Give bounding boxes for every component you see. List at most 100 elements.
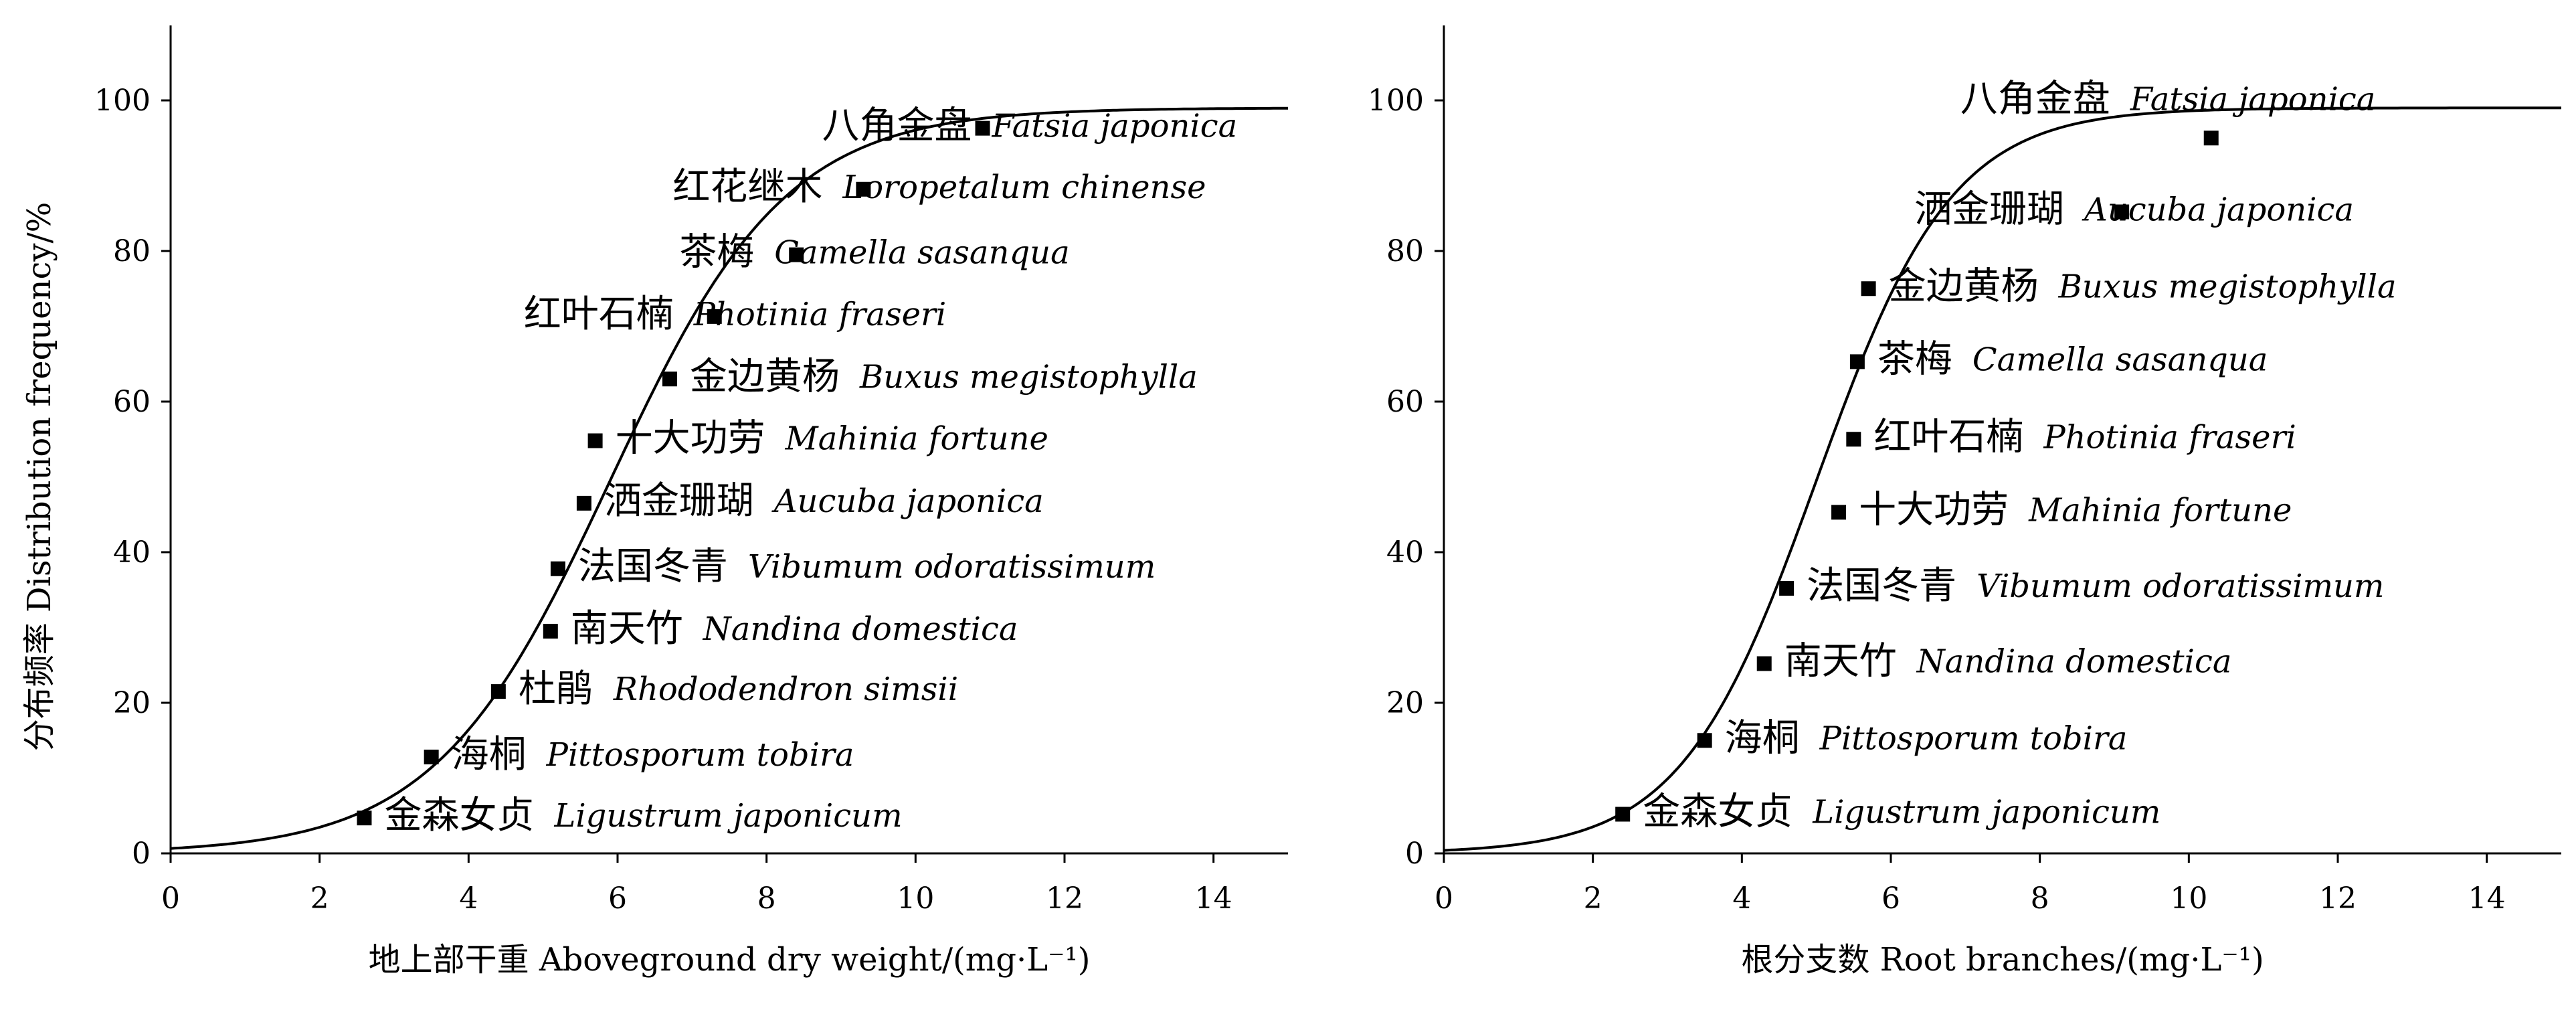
point-label-cn: 茶梅 bbox=[1877, 337, 1952, 381]
point-label-cn: 红叶石楠 bbox=[1873, 415, 2023, 458]
point-label-latin: Pittosporum tobira bbox=[546, 736, 854, 774]
x-tick-label: 0 bbox=[161, 881, 180, 916]
data-point bbox=[789, 247, 804, 262]
data-point bbox=[1615, 807, 1631, 822]
x-tick-label: 12 bbox=[2319, 881, 2357, 916]
point-label-cn: 法国冬青 bbox=[1807, 564, 1956, 608]
fit-curve bbox=[1443, 106, 2561, 852]
point-label-latin: Camella sasanqua bbox=[774, 234, 1070, 272]
data-point bbox=[1861, 281, 1876, 297]
y-tick-label: 20 bbox=[113, 686, 151, 720]
point-label-latin: Fatsia japonica bbox=[2130, 80, 2376, 118]
x-axis-title: 地上部干重 Aboveground dry weight/(mg·L⁻¹) bbox=[369, 941, 1091, 979]
data-point bbox=[357, 811, 372, 826]
data-point bbox=[662, 371, 677, 387]
data-point bbox=[1779, 581, 1795, 596]
point-label-cn: 洒金珊瑚 bbox=[604, 479, 754, 523]
point-label-latin: Vibumum odoratissimum bbox=[1976, 568, 2384, 605]
point-label-latin: Mahinia fortune bbox=[785, 420, 1048, 458]
point-label-latin: Pittosporum tobira bbox=[1819, 720, 2128, 757]
data-point bbox=[490, 684, 506, 699]
point-label-cn: 十大功劳 bbox=[616, 417, 765, 460]
point-label-latin: Ligustrum japonicum bbox=[553, 797, 902, 835]
x-tick-label: 14 bbox=[1195, 881, 1232, 916]
data-point bbox=[424, 750, 439, 764]
point-label-cn: 海桐 bbox=[452, 733, 527, 776]
point-label-cn: 杜鹃 bbox=[519, 667, 593, 711]
point-label-cn: 海桐 bbox=[1725, 716, 1800, 760]
point-label-cn: 南天竹 bbox=[1784, 640, 1897, 683]
point-label-latin: Aucuba japonica bbox=[771, 483, 1044, 520]
data-point bbox=[1849, 354, 1865, 369]
point-label-latin: Buxus megistophylla bbox=[859, 358, 1198, 396]
point-label-latin: Ligustrum japonicum bbox=[1812, 794, 2160, 831]
point-label-cn: 金森女贞 bbox=[1643, 790, 1792, 834]
point-label-latin: Camella sasanqua bbox=[1972, 341, 2268, 378]
point-label-cn: 红叶石楠 bbox=[524, 292, 674, 336]
point-label-latin: Nandina domestica bbox=[703, 610, 1018, 648]
point-label-cn: 南天竹 bbox=[571, 607, 683, 651]
x-tick-label: 2 bbox=[310, 881, 329, 916]
y-tick-label: 20 bbox=[1386, 686, 1424, 720]
y-tick-label: 40 bbox=[113, 535, 151, 570]
x-tick-label: 6 bbox=[608, 881, 627, 916]
point-label-latin: Aucuba japonica bbox=[2082, 191, 2354, 229]
x-tick-label: 8 bbox=[2031, 881, 2049, 916]
point-label-cn: 茶梅 bbox=[679, 231, 754, 274]
fit-curve bbox=[170, 106, 1289, 850]
point-label-latin: Nandina domestica bbox=[1916, 643, 2232, 681]
data-point bbox=[543, 624, 558, 639]
data-point bbox=[550, 561, 565, 576]
point-label-latin: Buxus megistophylla bbox=[2058, 268, 2397, 305]
point-label-cn: 八角金盘 bbox=[822, 104, 972, 148]
y-axis-title: 分布频率 Distribution frequency/% bbox=[21, 202, 58, 752]
y-tick-label: 80 bbox=[113, 234, 151, 268]
data-point bbox=[1697, 733, 1712, 748]
x-tick-label: 4 bbox=[459, 881, 478, 916]
chart-panel-2: 0 20 40 60 80 100 0 2 4 6 8 10 12 14 根分支数 Root branche… bbox=[1368, 25, 2561, 979]
point-label-cn: 金森女贞 bbox=[384, 794, 534, 837]
x-tick-label: 10 bbox=[2170, 881, 2207, 916]
x-tick-label: 8 bbox=[757, 881, 776, 916]
x-tick-label: 12 bbox=[1046, 881, 1083, 916]
point-label-latin: Mahinia fortune bbox=[2028, 491, 2292, 529]
data-point bbox=[975, 120, 990, 136]
point-label-cn: 洒金珊瑚 bbox=[1914, 188, 2064, 232]
data-point bbox=[856, 181, 871, 197]
y-tick-label: 0 bbox=[132, 837, 151, 871]
y-tick-label: 100 bbox=[94, 84, 151, 118]
point-label-latin: Photinia fraseri bbox=[2043, 418, 2296, 456]
y-tick-label: 60 bbox=[113, 385, 151, 419]
y-tick-label: 0 bbox=[1405, 837, 1424, 871]
point-label-latin: Vibumum odoratissimum bbox=[748, 548, 1156, 586]
data-point bbox=[2203, 131, 2219, 146]
point-label-latin: Rhododendron simsii bbox=[613, 671, 958, 708]
x-tick-label: 4 bbox=[1732, 881, 1751, 916]
data-point bbox=[1846, 432, 1861, 447]
data-point bbox=[2114, 204, 2130, 220]
point-label-cn: 十大功劳 bbox=[1859, 488, 2009, 531]
y-tick-label: 100 bbox=[1368, 84, 1424, 118]
x-tick-label: 0 bbox=[1435, 881, 1453, 916]
data-point bbox=[1756, 656, 1772, 671]
y-tick-label: 60 bbox=[1386, 385, 1424, 419]
x-tick-label: 6 bbox=[1881, 881, 1900, 916]
y-tick-label: 40 bbox=[1386, 535, 1424, 570]
point-label-latin: Fatsia japonica bbox=[992, 108, 1238, 145]
data-point bbox=[587, 433, 603, 448]
point-label-cn: 红花继木 bbox=[672, 165, 822, 209]
data-point bbox=[707, 309, 722, 324]
data-point bbox=[1831, 505, 1847, 520]
point-label-cn: 八角金盘 bbox=[1960, 77, 2110, 120]
x-tick-label: 14 bbox=[2468, 881, 2506, 916]
y-tick-label: 80 bbox=[1386, 234, 1424, 268]
point-label-latin: Photinia fraseri bbox=[693, 296, 947, 333]
x-tick-label: 10 bbox=[897, 881, 934, 916]
data-point bbox=[576, 495, 591, 511]
point-label-cn: 金边黄杨 bbox=[690, 355, 840, 398]
point-label-latin: Loropetalum chinense bbox=[842, 169, 1206, 206]
x-tick-label: 2 bbox=[1584, 881, 1602, 916]
x-axis-title: 根分支数 Root branches/(mg·L⁻¹) bbox=[1741, 941, 2264, 979]
